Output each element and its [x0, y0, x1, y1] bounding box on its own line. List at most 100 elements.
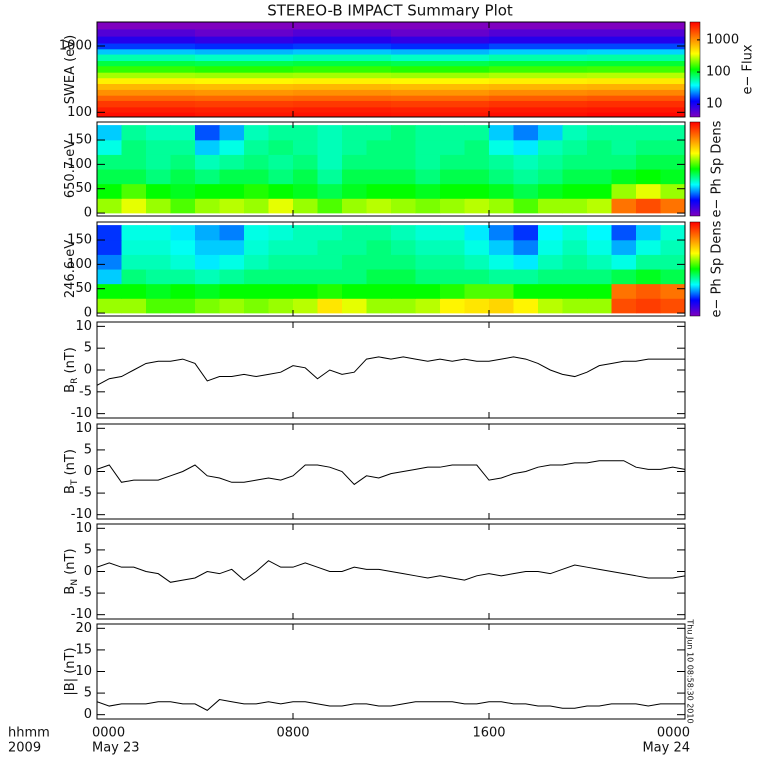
colorbar: [689, 221, 701, 317]
heatmap-cell: [587, 42, 685, 50]
heatmap-cell: [170, 198, 196, 214]
heatmap-cell: [244, 254, 269, 270]
heatmap-cell: [391, 183, 416, 199]
heatmap-cell: [562, 154, 588, 170]
heatmap-cell: [342, 254, 367, 270]
heatmap-cell: [244, 139, 269, 155]
heatmap-cell: [464, 154, 490, 170]
heatmap-cell: [611, 183, 637, 199]
colorbar-tick-label: 100: [706, 65, 731, 80]
heatmap-cell: [244, 298, 269, 314]
heatmap-cell: [97, 198, 122, 214]
heatmap-cell: [170, 183, 196, 199]
heatmap-cell: [293, 22, 392, 30]
y-axis-label-unit: (nT): [63, 347, 78, 377]
heatmap-cell: [636, 183, 661, 199]
heatmap-cell: [195, 298, 220, 314]
heatmap-cell: [513, 183, 539, 199]
heatmap-cell: [342, 239, 367, 255]
heatmap-cell: [391, 48, 490, 55]
heatmap-cell: [121, 268, 147, 285]
timestamp: Thu Jun 10 08:58:30 2010: [686, 618, 695, 723]
heatmap-cell: [489, 95, 588, 101]
heatmap-cell: [464, 183, 490, 199]
data-line: [97, 560, 685, 583]
heatmap-cell: [170, 239, 196, 255]
heatmap-cell: [489, 48, 588, 55]
heatmap-cell: [268, 283, 294, 299]
heatmap-cell: [121, 254, 147, 270]
heatmap-cell: [293, 298, 318, 314]
heatmap-cell: [489, 125, 514, 141]
heatmap-cell: [391, 139, 416, 155]
heatmap-cell: [391, 22, 490, 30]
heatmap-cell: [489, 60, 588, 67]
heatmap-cell: [489, 83, 588, 90]
heatmap-cell: [146, 268, 171, 285]
heatmap-cell: [170, 298, 196, 314]
heatmap-cell: [587, 154, 612, 170]
heatmap-cell: [293, 72, 392, 79]
heatmap-cell: [538, 225, 563, 241]
heatmap-cell: [170, 254, 196, 270]
y-tick-label: 0: [84, 464, 92, 479]
heatmap-cell: [195, 283, 220, 299]
heatmap-cell: [146, 283, 171, 299]
heatmap-cell: [170, 283, 196, 299]
heatmap-cell: [195, 183, 220, 199]
heatmap-cell: [97, 225, 122, 241]
heatmap-cell: [489, 42, 588, 50]
heatmap-cell: [170, 154, 196, 170]
heatmap-cell: [195, 83, 294, 90]
heatmap-cell: [587, 268, 612, 285]
y-axis-label-sub: R: [70, 378, 80, 384]
panel-frame: [96, 121, 686, 217]
heatmap-cell: [391, 89, 490, 96]
heatmap-cell: [489, 65, 588, 73]
y-axis-label-sub: N: [70, 579, 80, 586]
heatmap-cell: [293, 239, 318, 255]
heatmap-cell: [660, 154, 685, 170]
heatmap-cell: [415, 283, 441, 299]
heatmap-cell: [538, 298, 563, 314]
heatmap-cell: [97, 254, 122, 270]
heatmap-cell: [268, 125, 294, 141]
heatmap-cell: [489, 254, 514, 270]
heatmap-cell: [97, 112, 196, 117]
heatmap-cell: [611, 225, 637, 241]
heatmap-cell: [489, 183, 514, 199]
heatmap-cell: [415, 183, 441, 199]
heatmap-cell: [244, 154, 269, 170]
heatmap-cell: [293, 198, 318, 214]
heatmap-cell: [440, 125, 465, 141]
heatmap-cell: [366, 168, 392, 185]
heatmap-cell: [121, 183, 147, 199]
heatmap-cell: [587, 53, 685, 62]
heatmap-cell: [170, 125, 196, 141]
heatmap-cell: [244, 168, 269, 185]
heatmap-cell: [195, 95, 294, 101]
heatmap-cell: [587, 48, 685, 55]
y-tick-label: 150: [67, 233, 92, 248]
y-axis-label: SWEA (eV): [63, 35, 78, 104]
heatmap-cell: [121, 125, 147, 141]
heatmap-cell: [366, 298, 392, 314]
heatmap-cell: [268, 183, 294, 199]
heatmap-cell: [317, 298, 343, 314]
heatmap-cell: [587, 139, 612, 155]
heatmap-cell: [342, 139, 367, 155]
data-line: [97, 699, 685, 711]
heatmap-cell: [464, 268, 490, 285]
x-tick-label: 0000: [92, 726, 125, 741]
heatmap-cell: [268, 254, 294, 270]
heatmap-cell: [562, 283, 588, 299]
heatmap-cell: [391, 72, 490, 79]
x-tick-label: 0000: [657, 726, 690, 741]
y-axis-label: BN (nT): [63, 548, 80, 594]
heatmap-cell: [415, 268, 441, 285]
data-line: [97, 356, 685, 386]
heatmap-cell: [538, 125, 563, 141]
heatmap-cell: [170, 268, 196, 285]
heatmap-cell: [611, 154, 637, 170]
heatmap-cell: [97, 89, 196, 96]
